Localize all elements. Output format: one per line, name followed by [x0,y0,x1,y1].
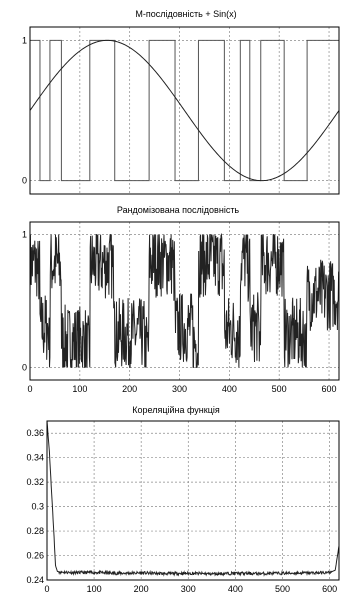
chart-2-y-tick-label: 1 [22,230,27,240]
chart-3-x-tick-label: 300 [181,584,196,594]
chart-2-title: Рандомізована послідовність [117,205,240,215]
chart-2-x-tick-label: 500 [272,384,287,394]
chart-2-x-tick-label: 600 [322,384,337,394]
chart-2-x-tick-label: 0 [27,384,32,394]
chart-3-y-tick-label: 0.26 [26,551,44,561]
chart-1-sine-line [29,39,340,182]
chart-3-correlation-line [46,420,340,577]
chart-2-y-tick-label: 0 [22,362,27,372]
chart-2-x-tick-label: 200 [122,384,137,394]
chart-2-x-tick-label: 400 [222,384,237,394]
chart-1-plot-area [29,26,340,195]
chart-3-x-tick-label: 400 [228,584,243,594]
chart-3-x-tick-label: 600 [322,584,337,594]
chart-3-x-tick-label: 100 [87,584,102,594]
chart-3-y-tick-label: 0.24 [26,575,44,585]
chart-3-y-tick-label: 0.32 [26,477,44,487]
chart-1-y-tick-label: 0 [22,176,27,186]
chart-2-x-tick-label: 300 [172,384,187,394]
chart-2-random-line [29,232,340,368]
chart-3-x-tick-label: 0 [44,584,49,594]
chart-3-y-tick-label: 0.34 [26,453,44,463]
chart-3-x-tick-label: 200 [134,584,149,594]
chart-3-title: Кореляційна функція [132,405,220,415]
chart-1-m-sequence-line [30,39,339,182]
chart-1-title: M-послідовність + Sin(x) [135,9,236,19]
chart-3-y-tick-label: 0.28 [26,526,44,536]
chart-2-plot-area [29,221,340,381]
chart-1-y-tick-label: 1 [22,35,27,45]
chart-3-x-tick-label: 500 [275,584,290,594]
chart-3-y-tick-label: 0.36 [26,428,44,438]
chart-3-y-tick-label: 0.3 [31,502,44,512]
chart-2-x-tick-label: 100 [72,384,87,394]
chart-3-plot-area [46,420,340,581]
